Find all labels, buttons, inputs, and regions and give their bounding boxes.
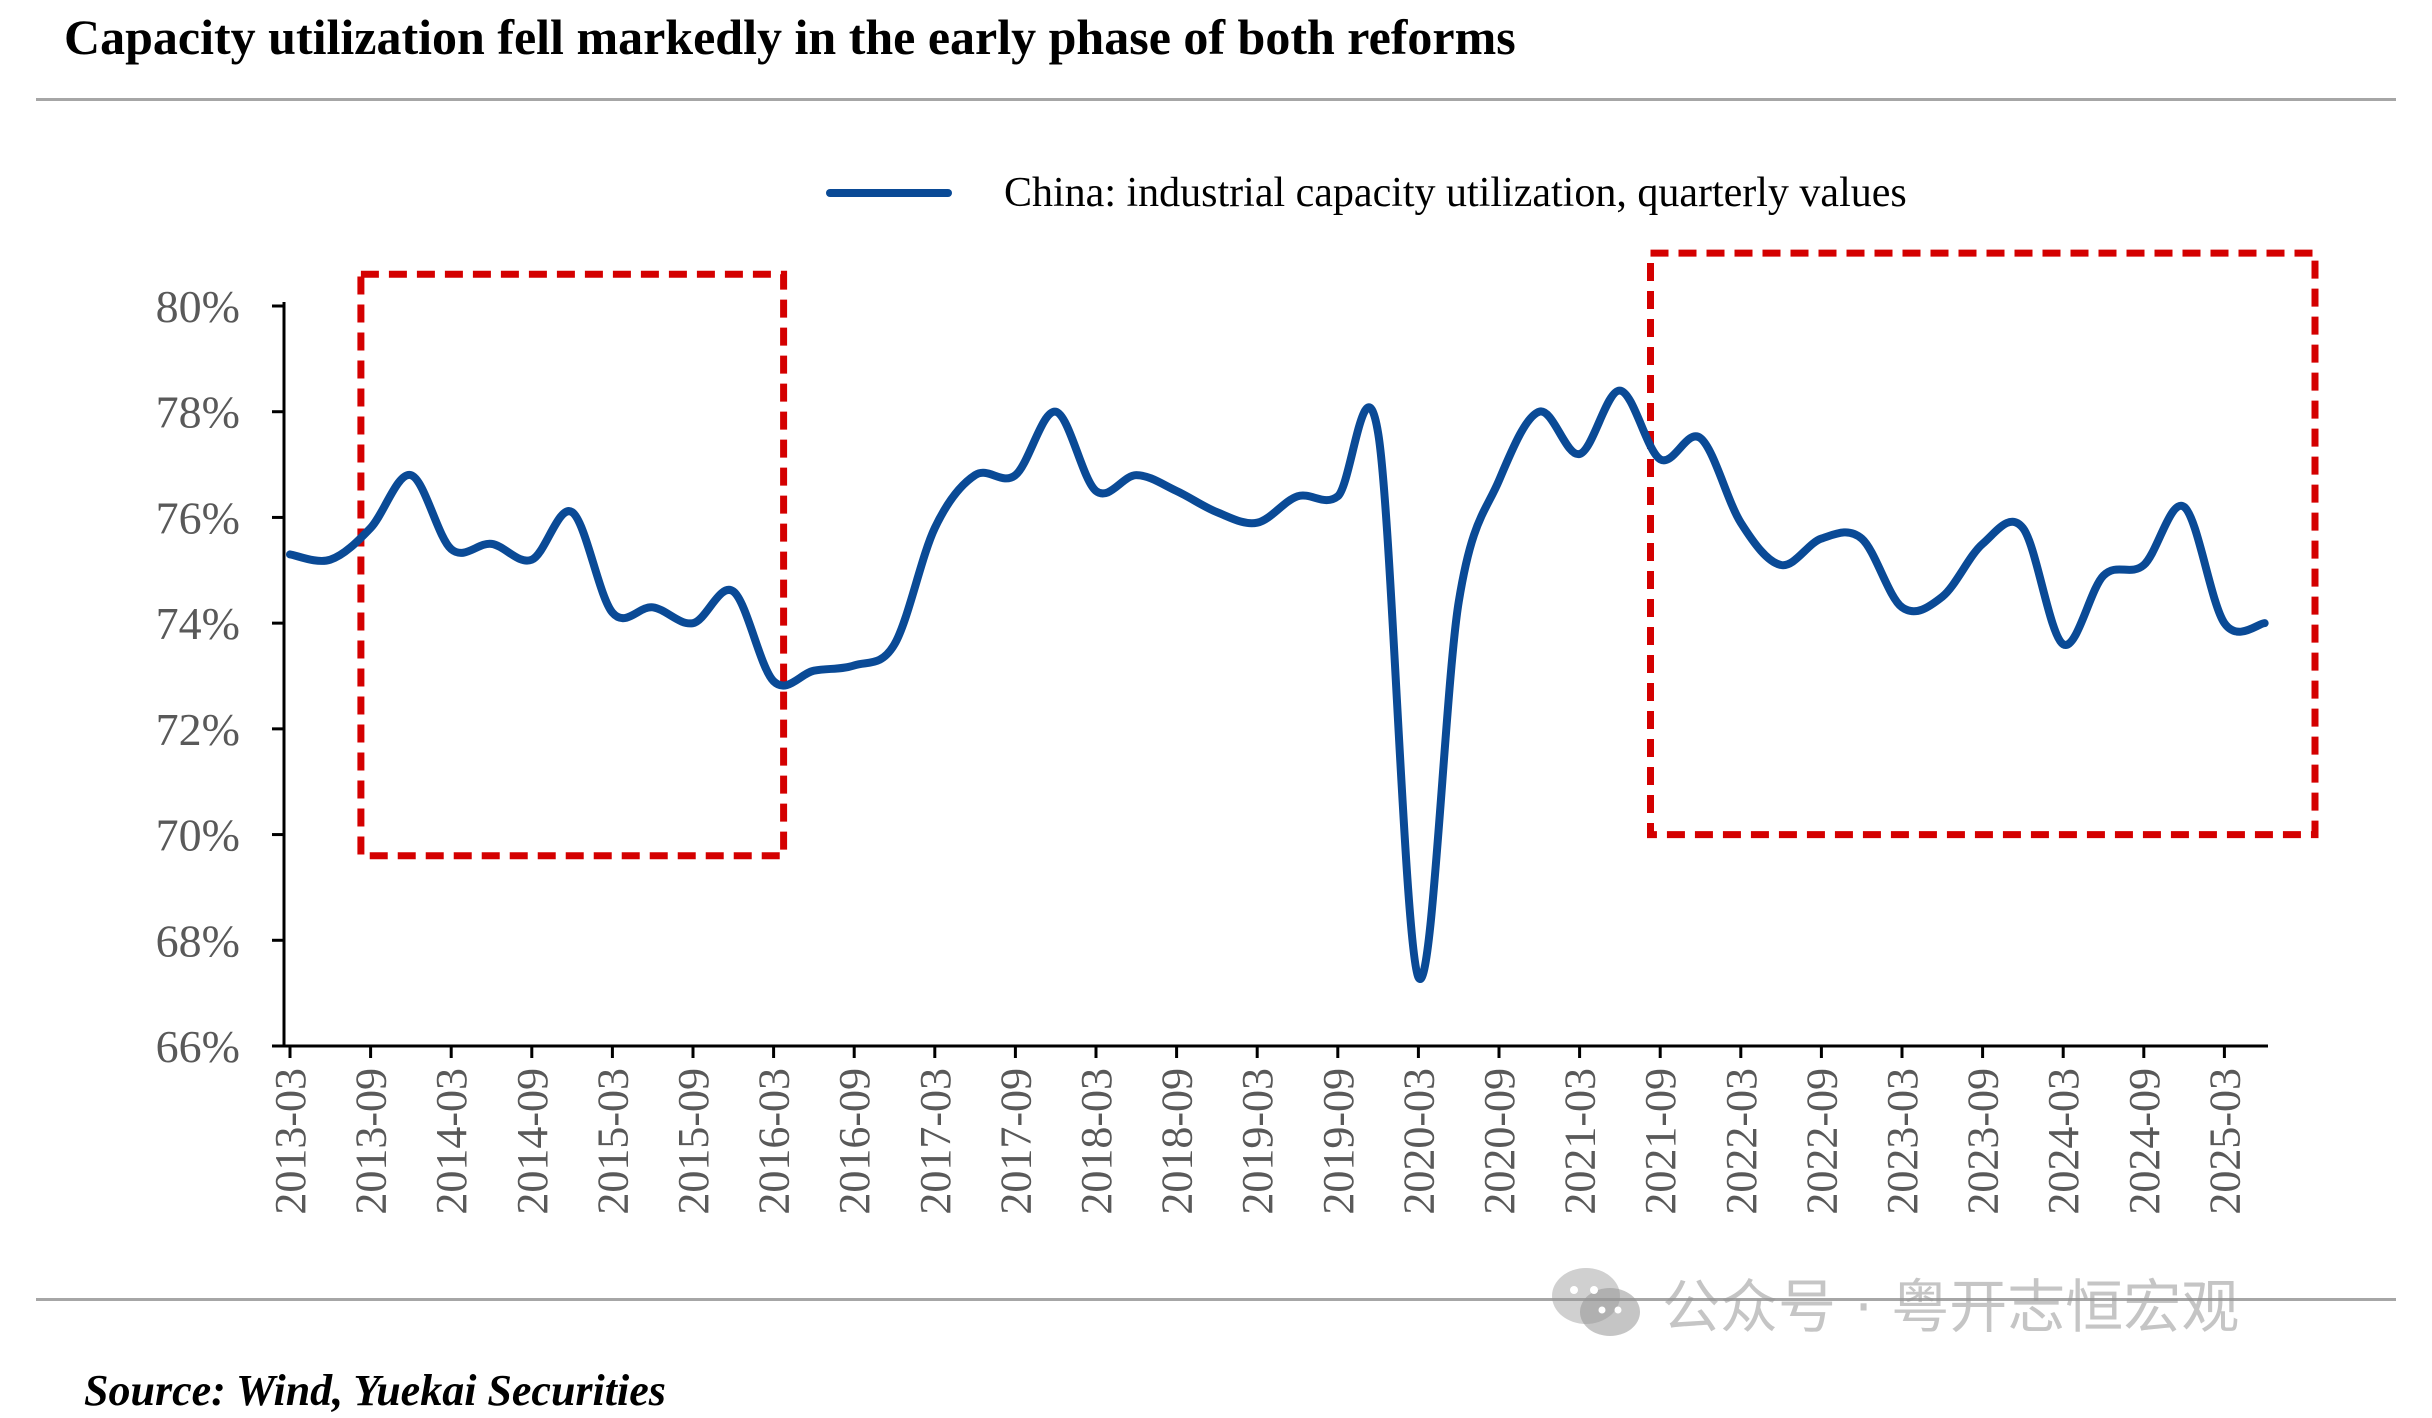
x-tick-label: 2014-09 xyxy=(508,1068,557,1215)
x-tick-label: 2021-09 xyxy=(1636,1068,1685,1215)
highlight-box xyxy=(357,270,788,860)
x-tick-label: 2020-09 xyxy=(1475,1068,1524,1215)
source-note: Source: Wind, Yuekai Securities xyxy=(84,1366,666,1415)
x-tick-label: 2025-03 xyxy=(2200,1068,2249,1215)
x-tick-label: 2017-09 xyxy=(991,1068,1040,1215)
x-tick-label: 2018-03 xyxy=(1072,1068,1121,1215)
x-tick-label: 2015-03 xyxy=(588,1068,637,1215)
legend-label: China: industrial capacity utilization, … xyxy=(1004,170,1907,216)
x-tick-label: 2023-09 xyxy=(1959,1068,2008,1215)
x-tick-label: 2024-03 xyxy=(2039,1068,2088,1215)
x-tick-label: 2013-09 xyxy=(347,1068,396,1215)
x-tick-label: 2017-03 xyxy=(911,1068,960,1215)
x-tick-label: 2016-09 xyxy=(830,1068,879,1215)
x-tick-label: 2016-03 xyxy=(750,1068,799,1215)
highlight-box xyxy=(1647,249,2319,839)
x-tick-label: 2014-03 xyxy=(427,1068,476,1215)
x-tick-label: 2020-03 xyxy=(1394,1068,1443,1215)
series-line xyxy=(286,386,2269,984)
x-tick-label: 2022-03 xyxy=(1717,1068,1766,1215)
x-tick-label: 2022-09 xyxy=(1797,1068,1846,1215)
x-tick-label: 2019-09 xyxy=(1314,1068,1363,1215)
y-tick-label: 80% xyxy=(156,281,240,332)
y-tick-label: 66% xyxy=(156,1021,240,1072)
x-tick-label: 2018-09 xyxy=(1153,1068,1202,1215)
top-divider xyxy=(36,98,2396,101)
highlight-regions xyxy=(357,249,2319,860)
x-tick-label: 2013-03 xyxy=(266,1068,315,1215)
page-title: Capacity utilization fell markedly in th… xyxy=(64,9,1516,65)
x-tick-label: 2015-09 xyxy=(669,1068,718,1215)
x-tick-label: 2024-09 xyxy=(2120,1068,2169,1215)
y-tick-label: 78% xyxy=(156,387,240,438)
watermark-text: 公众号 · 粤开志恒宏观 xyxy=(1662,1273,2240,1341)
x-tick-label: 2019-03 xyxy=(1233,1068,1282,1215)
watermark: 公众号 · 粤开志恒宏观 xyxy=(1548,1262,2239,1342)
chart-series xyxy=(286,386,2269,984)
y-tick-label: 74% xyxy=(156,598,240,649)
x-tick-label: 2021-03 xyxy=(1556,1068,1605,1215)
chart-legend: China: industrial capacity utilization, … xyxy=(826,170,1907,216)
wechat-icon xyxy=(1552,1268,1640,1336)
bottom-divider xyxy=(36,1298,2396,1301)
chart-axes: 66% 68% 70% 72% 74% 76% 78% 80% 2013-03 2013-09 20… xyxy=(156,281,2268,1215)
y-tick-label: 72% xyxy=(156,704,240,755)
y-tick-label: 76% xyxy=(156,492,240,543)
x-tick-label: 2023-03 xyxy=(1878,1068,1927,1215)
y-tick-label: 70% xyxy=(156,810,240,861)
y-tick-label: 68% xyxy=(156,915,240,966)
